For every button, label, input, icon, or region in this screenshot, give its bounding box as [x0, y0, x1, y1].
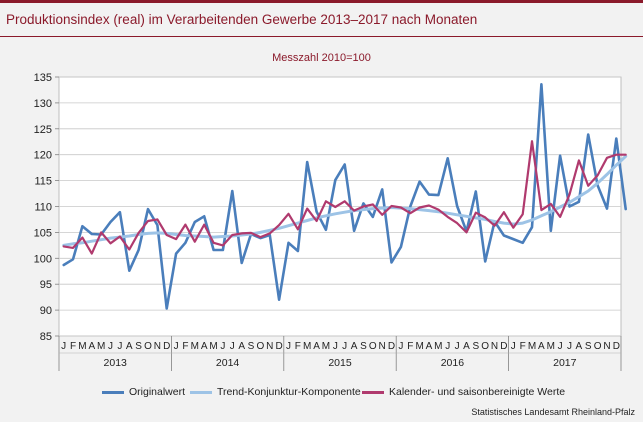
x-month-label: J	[230, 341, 235, 352]
x-month-label: F	[295, 341, 301, 352]
x-month-label: J	[61, 341, 66, 352]
x-month-label: M	[547, 341, 555, 352]
y-tick-label: 115	[34, 176, 52, 188]
y-tick-label: 110	[34, 202, 52, 214]
x-month-label: M	[78, 341, 86, 352]
y-tick-label: 135	[34, 72, 52, 84]
x-month-label: J	[558, 341, 563, 352]
legend-label-seasonal: Kalender- und saisonbereinigte Werte	[389, 386, 566, 398]
x-month-label: A	[88, 341, 95, 352]
y-tick-label: 100	[34, 253, 52, 265]
x-year-label: 2016	[441, 357, 465, 369]
y-tick-label: 95	[40, 279, 52, 291]
legend-swatch-original	[102, 390, 124, 394]
x-month-label: S	[585, 341, 592, 352]
x-month-label: S	[360, 341, 367, 352]
y-tick-label: 125	[34, 124, 52, 136]
x-year-label: 2017	[553, 357, 577, 369]
legend-label-original: Originalwert	[129, 386, 186, 398]
chart-title: Produktionsindex (real) im Verarbeitende…	[6, 12, 478, 27]
x-month-label: O	[369, 341, 377, 352]
x-month-label: D	[500, 341, 507, 352]
legend-item-trend: Trend-Konjunktur-Komponente	[190, 386, 361, 398]
x-month-label: J	[117, 341, 122, 352]
x-month-label: D	[275, 341, 282, 352]
x-month-label: A	[313, 341, 320, 352]
series-trend-line	[62, 154, 628, 247]
x-month-label: F	[70, 341, 76, 352]
x-month-label: N	[266, 341, 273, 352]
series-seasonal-line	[62, 140, 627, 255]
legend-item-seasonal: Kalender- und saisonbereinigte Werte	[362, 386, 565, 398]
x-month-label: M	[415, 341, 423, 352]
title-accent-bar	[0, 0, 643, 3]
chart-subtitle: Messzahl 2010=100	[272, 52, 371, 64]
x-month-label: O	[481, 341, 489, 352]
y-tick-label: 90	[40, 305, 52, 317]
x-month-label: J	[220, 341, 225, 352]
x-month-label: J	[455, 341, 460, 352]
y-tick-label: 130	[34, 98, 52, 110]
x-month-label: J	[567, 341, 572, 352]
x-month-label: J	[342, 341, 347, 352]
x-month-label: D	[388, 341, 395, 352]
x-month-label: S	[472, 341, 479, 352]
x-month-label: A	[463, 341, 470, 352]
x-month-label: N	[491, 341, 498, 352]
x-month-label: D	[613, 341, 620, 352]
x-month-label: A	[238, 341, 245, 352]
x-year-label: 2013	[104, 357, 128, 369]
x-month-label: S	[248, 341, 255, 352]
x-month-label: M	[191, 341, 199, 352]
x-month-label: F	[407, 341, 413, 352]
x-month-label: F	[520, 341, 526, 352]
x-month-label: O	[256, 341, 264, 352]
x-month-label: M	[303, 341, 311, 352]
legend-item-original: Originalwert	[102, 386, 185, 398]
x-month-label: A	[201, 341, 208, 352]
x-month-label: O	[144, 341, 152, 352]
x-month-label: M	[434, 341, 442, 352]
x-month-label: J	[286, 341, 291, 352]
x-month-label: J	[398, 341, 403, 352]
x-month-label: D	[163, 341, 170, 352]
title-divider	[0, 36, 643, 37]
y-tick-label: 105	[34, 227, 52, 239]
x-month-label: M	[209, 341, 217, 352]
x-month-label: J	[445, 341, 450, 352]
y-tick-label: 85	[40, 331, 52, 343]
x-year-label: 2014	[216, 357, 240, 369]
source-note: Statistisches Landesamt Rheinland-Pfalz	[471, 407, 635, 417]
x-month-label: S	[135, 341, 142, 352]
series-original-line	[62, 83, 628, 310]
x-month-label: A	[538, 341, 545, 352]
legend-swatch-trend	[190, 390, 212, 394]
x-month-label: N	[379, 341, 386, 352]
x-month-label: F	[182, 341, 188, 352]
x-month-label: J	[511, 341, 516, 352]
x-month-label: M	[322, 341, 330, 352]
x-month-label: J	[108, 341, 113, 352]
x-month-label: N	[154, 341, 161, 352]
x-month-label: J	[174, 341, 179, 352]
x-month-label: A	[426, 341, 433, 352]
x-month-label: M	[97, 341, 105, 352]
x-month-label: J	[333, 341, 338, 352]
x-month-label: A	[576, 341, 583, 352]
x-month-label: O	[594, 341, 602, 352]
y-tick-label: 120	[34, 150, 52, 162]
legend-label-trend: Trend-Konjunktur-Komponente	[217, 386, 361, 398]
x-month-label: A	[351, 341, 358, 352]
x-month-label: N	[603, 341, 610, 352]
legend-swatch-seasonal	[362, 390, 384, 394]
x-month-label: M	[528, 341, 536, 352]
x-month-label: A	[126, 341, 133, 352]
x-year-label: 2015	[328, 357, 352, 369]
